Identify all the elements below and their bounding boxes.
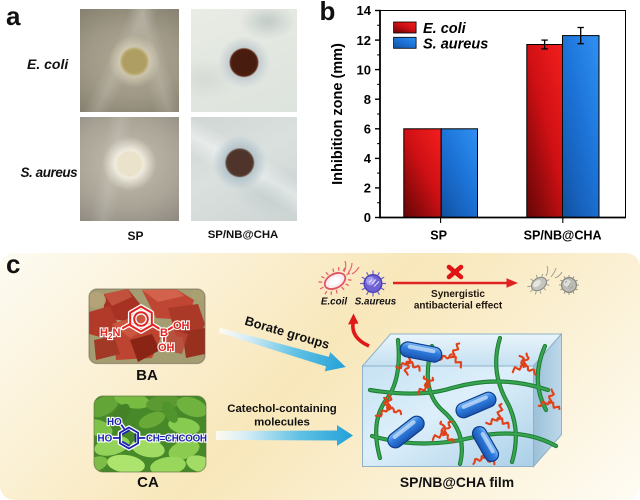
svg-text:SP/NB@CHA film: SP/NB@CHA film: [400, 474, 514, 490]
svg-text:10: 10: [357, 62, 371, 77]
svg-text:B: B: [160, 327, 168, 339]
svg-text:S. aureus: S. aureus: [423, 37, 488, 53]
svg-text:Synergistic: Synergistic: [431, 289, 485, 300]
svg-text:12: 12: [357, 33, 371, 48]
svg-text:OH: OH: [158, 342, 175, 354]
svg-text:14: 14: [357, 3, 372, 18]
svg-text:antibacterial effect: antibacterial effect: [414, 301, 503, 312]
svg-text:6: 6: [364, 122, 371, 137]
svg-text:SP: SP: [430, 229, 447, 243]
svg-text:0: 0: [364, 210, 371, 225]
svg-text:Inhibition zone (mm): Inhibition zone (mm): [330, 43, 346, 185]
svg-text:2: 2: [364, 181, 371, 196]
svg-text:CA: CA: [137, 474, 159, 491]
svg-text:Catechol-containing: Catechol-containing: [227, 403, 337, 415]
svg-text:E.coil: E.coil: [321, 297, 347, 308]
svg-text:SP/NB@CHA: SP/NB@CHA: [524, 229, 602, 243]
svg-text:HO: HO: [107, 417, 122, 428]
svg-text:8: 8: [364, 92, 371, 107]
svg-text:molecules: molecules: [254, 417, 310, 429]
svg-text:4: 4: [364, 151, 372, 166]
svg-text:HO: HO: [98, 434, 113, 445]
svg-text:CH=CHCOOH: CH=CHCOOH: [146, 434, 207, 445]
svg-text:N: N: [113, 327, 121, 339]
svg-text:OH: OH: [173, 320, 190, 332]
svg-text:BA: BA: [136, 367, 158, 384]
svg-text:S.aureus: S.aureus: [355, 297, 397, 308]
svg-text:H: H: [100, 327, 108, 339]
svg-text:E. coli: E. coli: [423, 21, 467, 37]
svg-text:2: 2: [108, 332, 113, 341]
